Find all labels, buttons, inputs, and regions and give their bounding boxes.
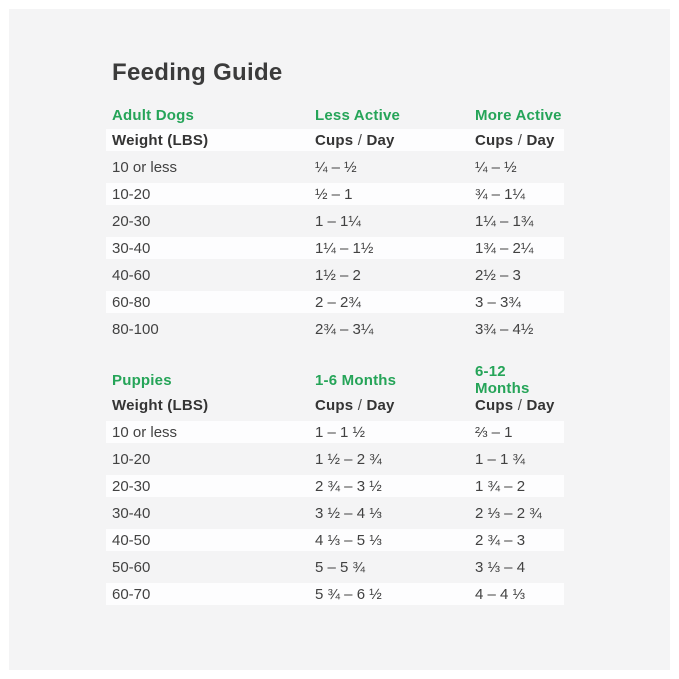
puppies-rows: 10 or less 1 – 1 ½ ⅔ – 1 10-20 1 ½ – 2 ¾ 1 – … <box>106 419 564 608</box>
cups-cell: ¾ – 1¼ <box>475 185 526 203</box>
weight-cell: 20-30 <box>112 477 151 495</box>
table-row: 80-100 2¾ – 3¼ 3¾ – 4½ <box>106 316 564 343</box>
adult-dogs-rows: 10 or less ¼ – ½ ¼ – ½ 10-20 ½ – 1 ¾ – 1¼ 20-3… <box>106 154 564 343</box>
cups-cell: 2¾ – 3¼ <box>315 321 374 338</box>
cups-cell: 1½ – 2 <box>315 267 361 284</box>
table-row: 10 or less 1 – 1 ½ ⅔ – 1 <box>106 419 564 446</box>
table-row: 30-40 3 ½ – 4 ⅓ 2 ⅓ – 2 ¾ <box>106 500 564 527</box>
weight-cell: 10 or less <box>112 423 178 441</box>
weight-cell: 30-40 <box>112 239 151 257</box>
weight-header: Weight (LBS) <box>112 131 209 149</box>
cups-cell: 4 ⅓ – 5 ⅓ <box>315 531 382 549</box>
column-header-row: Weight (LBS) Cups / Day Cups / Day <box>106 127 564 154</box>
puppies-table: Puppies 1-6 Months 6-12 Months Weight (L… <box>106 363 564 608</box>
cups-cell: ¼ – ½ <box>475 159 517 176</box>
adult-dogs-table: Adult Dogs Less Active More Active Weigh… <box>106 103 564 343</box>
section-label: Puppies <box>112 371 172 389</box>
cups-cell: 2 ⅓ – 2 ¾ <box>475 505 542 522</box>
table-row: 40-50 4 ⅓ – 5 ⅓ 2 ¾ – 3 <box>106 527 564 554</box>
weight-cell: 60-70 <box>112 585 151 603</box>
weight-cell: 40-60 <box>112 267 151 284</box>
cups-cell: ¼ – ½ <box>315 159 357 176</box>
table-row: 10-20 ½ – 1 ¾ – 1¼ <box>106 181 564 208</box>
content-area: Feeding Guide Adult Dogs Less Active Mor… <box>106 60 564 608</box>
cups-cell: 4 – 4 ⅓ <box>475 585 526 603</box>
cups-cell: 3 ½ – 4 ⅓ <box>315 505 382 522</box>
table-row: 30-40 1¼ – 1½ 1¾ – 2¼ <box>106 235 564 262</box>
cups-cell: 3¾ – 4½ <box>475 321 534 338</box>
section-label: Adult Dogs <box>112 106 194 124</box>
cups-day-header: Cups / Day <box>475 397 555 414</box>
page-title: Feeding Guide <box>112 59 283 86</box>
table-row: 20-30 2 ¾ – 3 ½ 1 ¾ – 2 <box>106 473 564 500</box>
col3-header: More Active <box>475 106 562 124</box>
weight-cell: 20-30 <box>112 213 151 230</box>
col2-header: 1-6 Months <box>315 371 397 389</box>
cups-day-header: Cups / Day <box>475 131 555 149</box>
weight-cell: 80-100 <box>112 321 159 338</box>
cups-cell: 1¼ – 1½ <box>315 239 374 257</box>
weight-cell: 30-40 <box>112 505 151 522</box>
cups-cell: 3 ⅓ – 4 <box>475 559 526 576</box>
cups-day-header: Cups / Day <box>315 131 395 149</box>
cups-cell: 2 ¾ – 3 ½ <box>315 477 382 495</box>
cups-cell: 1 ¾ – 2 <box>475 477 526 495</box>
section-header-row: Adult Dogs Less Active More Active <box>106 103 564 127</box>
weight-cell: 40-50 <box>112 531 151 549</box>
weight-header: Weight (LBS) <box>112 397 209 414</box>
table-row: 60-70 5 ¾ – 6 ½ 4 – 4 ⅓ <box>106 581 564 608</box>
weight-cell: 10 or less <box>112 159 178 176</box>
cups-cell: 1¼ – 1¾ <box>475 213 534 230</box>
section-header-row: Puppies 1-6 Months 6-12 Months <box>106 363 564 397</box>
col2-header: Less Active <box>315 106 401 124</box>
weight-cell: 50-60 <box>112 559 151 576</box>
table-row: 60-80 2 – 2¾ 3 – 3¾ <box>106 289 564 316</box>
cups-cell: 5 ¾ – 6 ½ <box>315 585 382 603</box>
table-row: 10-20 1 ½ – 2 ¾ 1 – 1 ¾ <box>106 446 564 473</box>
table-row: 40-60 1½ – 2 2½ – 3 <box>106 262 564 289</box>
cups-cell: 1 – 1¼ <box>315 213 361 230</box>
cups-cell: 1 ½ – 2 ¾ <box>315 451 382 468</box>
background-panel <box>9 9 670 670</box>
table-row: 20-30 1 – 1¼ 1¼ – 1¾ <box>106 208 564 235</box>
cups-cell: 1 – 1 ¾ <box>475 451 526 468</box>
weight-cell: 60-80 <box>112 293 151 311</box>
col3-header: 6-12 Months <box>475 363 530 397</box>
cups-cell: 1 – 1 ½ <box>315 423 366 441</box>
cups-cell: ½ – 1 <box>315 185 353 203</box>
cups-cell: 2 ¾ – 3 <box>475 531 526 549</box>
cups-day-header: Cups / Day <box>315 397 395 414</box>
cups-cell: 5 – 5 ¾ <box>315 559 366 576</box>
table-row: 10 or less ¼ – ½ ¼ – ½ <box>106 154 564 181</box>
cups-cell: 3 – 3¾ <box>475 293 521 311</box>
weight-cell: 10-20 <box>112 185 151 203</box>
cups-cell: ⅔ – 1 <box>475 423 513 441</box>
weight-cell: 10-20 <box>112 451 151 468</box>
cups-cell: 2 – 2¾ <box>315 293 361 311</box>
cups-cell: 1¾ – 2¼ <box>475 239 534 257</box>
table-row: 50-60 5 – 5 ¾ 3 ⅓ – 4 <box>106 554 564 581</box>
column-header-row: Weight (LBS) Cups / Day Cups / Day <box>106 392 564 419</box>
cups-cell: 2½ – 3 <box>475 267 521 284</box>
